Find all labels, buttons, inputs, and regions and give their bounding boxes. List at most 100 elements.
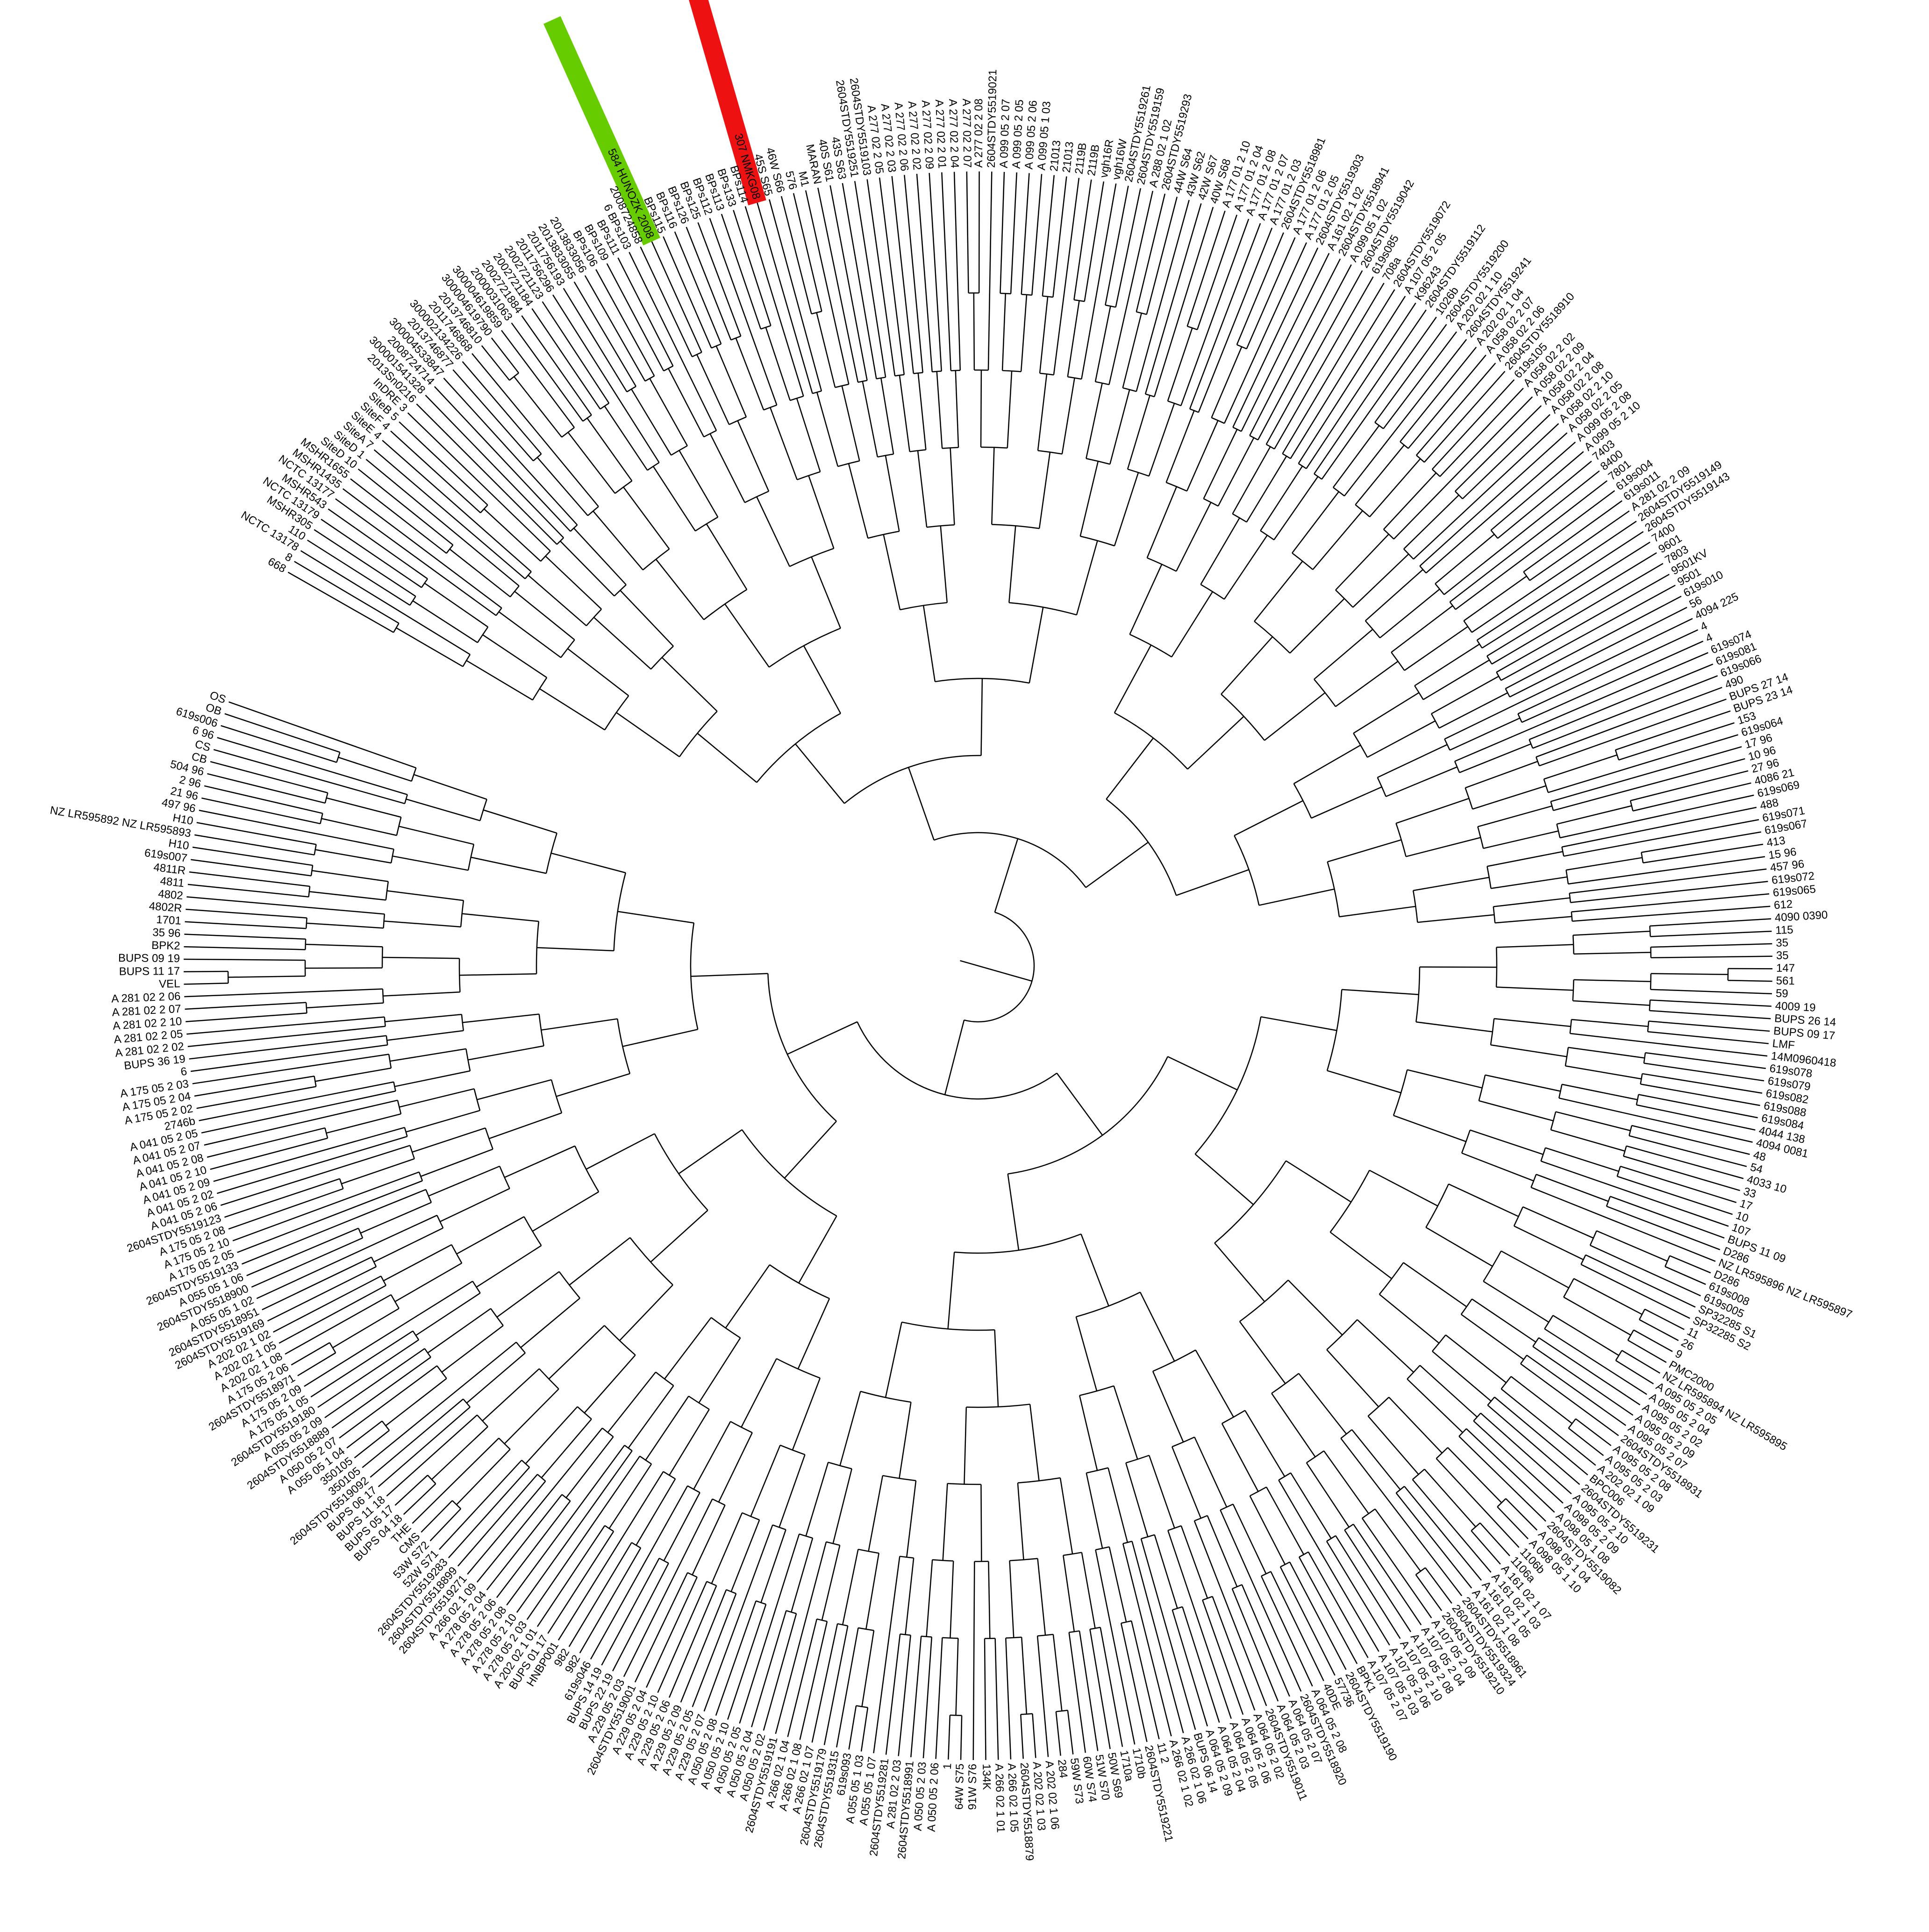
branch — [1627, 1340, 1667, 1363]
branch — [1585, 1254, 1696, 1308]
branch — [606, 263, 664, 371]
leaf-label: 612 — [1773, 898, 1793, 912]
branch — [184, 988, 383, 998]
branch — [326, 1113, 401, 1134]
branch — [357, 468, 454, 546]
branch-arc — [954, 1233, 1081, 1254]
branch — [443, 378, 578, 526]
branch — [721, 214, 762, 329]
branch — [314, 529, 416, 597]
branch-arc — [692, 351, 702, 357]
branch — [1400, 347, 1477, 442]
branch — [1120, 1623, 1148, 1742]
branch-arc — [617, 1019, 631, 1074]
branch — [984, 1638, 986, 1760]
branch — [1454, 652, 1708, 762]
branch — [917, 450, 928, 528]
branch — [305, 943, 383, 948]
branch — [1207, 1515, 1238, 1587]
branch — [1136, 193, 1166, 312]
branch — [386, 890, 464, 901]
branch — [1200, 517, 1240, 585]
branch — [950, 1561, 954, 1638]
branch — [1483, 1281, 1550, 1323]
branch — [194, 834, 314, 855]
branch — [1146, 486, 1178, 558]
leaf: VEL — [159, 977, 180, 991]
branch — [1010, 172, 1018, 294]
branch — [1323, 1450, 1369, 1514]
branch-arc — [711, 1317, 741, 1339]
branch — [1289, 1561, 1347, 1670]
branch — [1021, 1637, 1028, 1714]
branch — [1113, 1385, 1138, 1460]
branch — [1580, 1264, 1690, 1319]
leaf-label: 4802 — [157, 888, 184, 903]
branch — [1000, 171, 1005, 293]
leaf: BPK2 — [151, 939, 180, 952]
branch — [590, 1485, 688, 1660]
branch — [987, 171, 993, 371]
branch — [1439, 692, 1508, 729]
branch-arc — [687, 1485, 700, 1493]
branch-arc — [1086, 458, 1110, 465]
branch — [204, 785, 323, 814]
branch — [1187, 716, 1244, 770]
branch — [321, 818, 397, 836]
leaf-label: 2604STDY5519021 — [985, 69, 1000, 168]
branch — [1108, 1547, 1127, 1622]
branch — [1056, 1073, 1103, 1136]
branch — [1541, 1160, 1729, 1227]
branch — [593, 511, 643, 570]
branch — [1445, 1334, 1507, 1383]
branch — [1650, 918, 1772, 927]
branch — [1290, 289, 1395, 459]
branch — [1564, 819, 1759, 857]
branch-arc — [458, 958, 461, 992]
branch — [885, 1322, 902, 1398]
branch-arc — [314, 1076, 317, 1087]
branch-arc — [477, 1414, 488, 1427]
branch-arc — [1355, 504, 1370, 518]
branch — [306, 922, 384, 929]
branch — [1021, 173, 1030, 295]
branch — [1042, 175, 1055, 296]
branch — [780, 196, 812, 314]
branch — [724, 603, 770, 668]
branch — [390, 1048, 466, 1062]
branch — [608, 1463, 652, 1529]
branch — [1279, 1566, 1336, 1676]
branch — [1447, 1447, 1502, 1504]
branch-arc — [1211, 417, 1225, 424]
branch-arc — [1550, 801, 1554, 811]
branch — [1271, 1393, 1316, 1457]
highlight — [543, 16, 661, 246]
branch-arc — [857, 380, 867, 383]
branch-arc — [857, 1021, 1057, 1100]
branch — [1388, 1397, 1443, 1454]
branch — [709, 218, 778, 406]
branch-arc — [934, 832, 1086, 888]
branch — [980, 678, 983, 756]
leaf: A 266 02 1 05 — [1005, 1763, 1021, 1832]
branch — [1081, 1552, 1096, 1629]
branch-arc — [1335, 589, 1354, 608]
branch — [1636, 1104, 1756, 1131]
branch — [1559, 794, 1754, 839]
branch — [1650, 999, 1772, 1007]
branch-arc — [1412, 890, 1418, 923]
branch-arc — [1458, 1428, 1467, 1437]
branch — [536, 457, 588, 516]
branch — [1326, 1349, 1379, 1407]
branch — [1532, 675, 1718, 749]
leaf: A 266 02 1 01 — [993, 1763, 1007, 1833]
branch — [791, 1538, 814, 1612]
branch — [1001, 293, 1007, 371]
branch — [668, 1585, 717, 1698]
branch-arc — [1425, 1183, 1450, 1228]
branch — [201, 1091, 396, 1134]
branch — [1220, 1510, 1302, 1692]
branch — [910, 1636, 922, 1758]
branch — [220, 1145, 410, 1206]
branch — [1079, 461, 1099, 536]
